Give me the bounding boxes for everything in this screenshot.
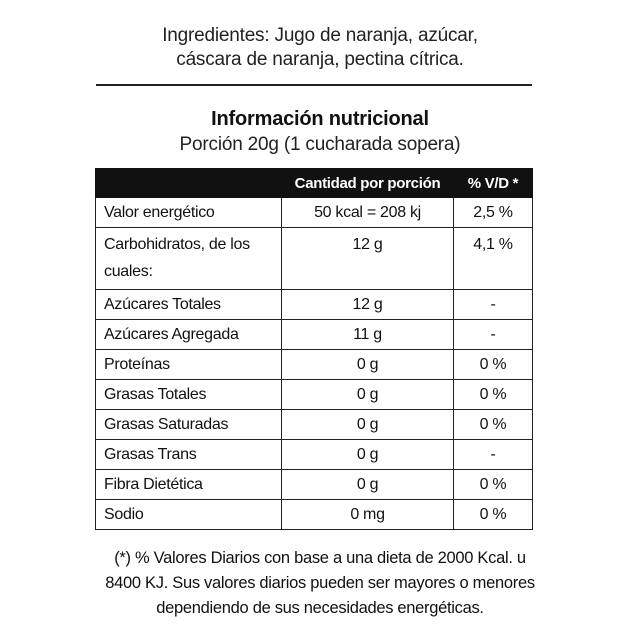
ingredients-line-1: Ingredientes: Jugo de naranja, azúcar, xyxy=(162,25,478,46)
nutrient-amount: 0 g xyxy=(281,349,454,380)
nutrient-dv: - xyxy=(453,439,533,470)
nutrient-amount: 0 g xyxy=(281,379,454,410)
table-row: Fibra Dietética 0 g 0 % xyxy=(95,469,533,500)
nutrient-dv: 0 % xyxy=(453,409,533,440)
table-row: Azúcares Agregada 11 g - xyxy=(95,319,533,350)
nutrient-amount: 0 g xyxy=(281,469,454,500)
nutrient-dv: 0 % xyxy=(453,379,533,410)
header-nutrient xyxy=(95,168,282,198)
nutrient-name: Azúcares Totales xyxy=(95,289,282,320)
nutrient-amount: 50 kcal = 208 kj xyxy=(281,197,454,228)
nutrient-dv: 2,5 % xyxy=(453,197,533,228)
nutrient-dv: 0 % xyxy=(453,469,533,500)
header-amount: Cantidad por porción xyxy=(281,168,454,198)
nutrient-name: Fibra Dietética xyxy=(95,469,282,500)
ingredients-text: Ingredientes: Jugo de naranja, azúcar, c… xyxy=(0,24,640,72)
nutrient-name: Grasas Trans xyxy=(95,439,282,470)
table-row: Grasas Trans 0 g - xyxy=(95,439,533,470)
nutrient-name: Azúcares Agregada xyxy=(95,319,282,350)
nutrient-name: Proteínas xyxy=(95,349,282,380)
nutrient-amount: 0 mg xyxy=(281,499,454,530)
nutrient-amount: 12 g xyxy=(281,227,454,290)
nutrition-table: Cantidad por porción % V/D * Valor energ… xyxy=(95,168,533,530)
table-row: Valor energético 50 kcal = 208 kj 2,5 % xyxy=(95,197,533,228)
footnote-line-1: (*) % Valores Diarios con base a una die… xyxy=(114,549,526,567)
nutrient-name: Valor energético xyxy=(95,197,282,228)
table-row: Azúcares Totales 12 g - xyxy=(95,289,533,320)
nutrient-dv: 0 % xyxy=(453,499,533,530)
nutrient-dv: - xyxy=(453,289,533,320)
footnote-line-2: 8400 KJ. Sus valores diarios pueden ser … xyxy=(105,574,535,592)
table-row: Sodio 0 mg 0 % xyxy=(95,499,533,530)
footnote-line-3: dependiendo de sus necesidades energétic… xyxy=(156,599,484,617)
nutrient-name: Sodio xyxy=(95,499,282,530)
table-row: Proteínas 0 g 0 % xyxy=(95,349,533,380)
nutrient-amount: 11 g xyxy=(281,319,454,350)
nutrient-dv: - xyxy=(453,319,533,350)
nutrient-amount: 0 g xyxy=(281,409,454,440)
nutrient-name: Grasas Saturadas xyxy=(95,409,282,440)
nutrient-name: Grasas Totales xyxy=(95,379,282,410)
header-daily-value: % V/D * xyxy=(453,168,533,198)
nutrient-amount: 0 g xyxy=(281,439,454,470)
table-row: Carbohidratos, de los cuales: 12 g 4,1 % xyxy=(95,227,533,290)
nutrient-dv: 4,1 % xyxy=(453,227,533,290)
serving-size: Porción 20g (1 cucharada sopera) xyxy=(179,134,461,155)
nutrient-dv: 0 % xyxy=(453,349,533,380)
table-row: Grasas Totales 0 g 0 % xyxy=(95,379,533,410)
ingredients-line-2: cáscara de naranja, pectina cítrica. xyxy=(176,49,464,70)
footnote: (*) % Valores Diarios con base a una die… xyxy=(0,546,640,621)
nutrient-amount: 12 g xyxy=(281,289,454,320)
table-header-row: Cantidad por porción % V/D * xyxy=(95,168,533,198)
divider xyxy=(96,84,532,86)
table-row: Grasas Saturadas 0 g 0 % xyxy=(95,409,533,440)
nutrient-name: Carbohidratos, de los cuales: xyxy=(95,227,282,290)
nutrition-title: Información nutricional xyxy=(211,108,429,130)
